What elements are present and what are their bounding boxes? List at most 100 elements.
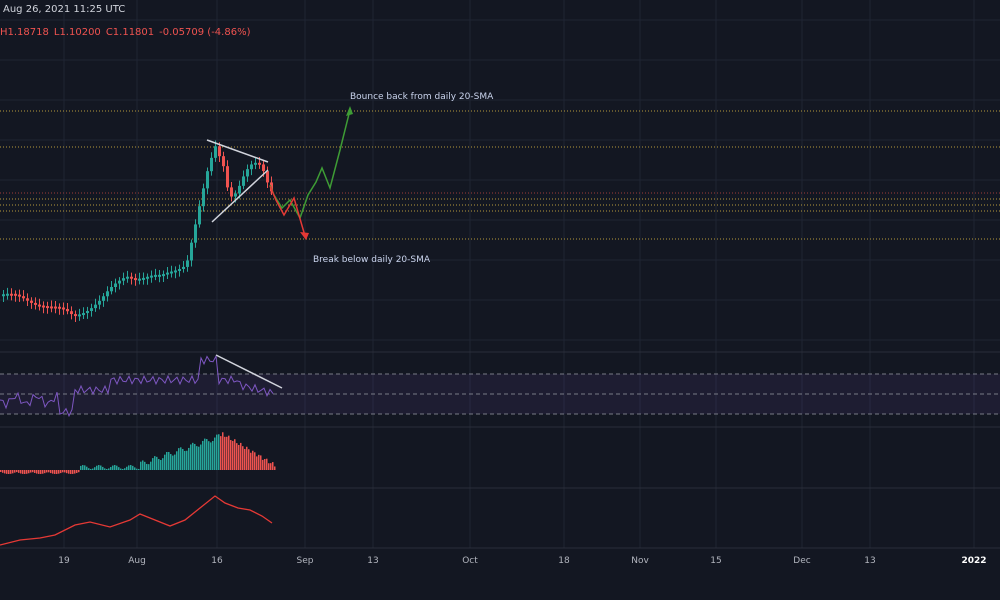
ohlc-close: C1.11801 (105, 27, 155, 38)
candle-body (246, 169, 249, 177)
x-tick-label: 13 (864, 556, 876, 566)
histogram-bar (132, 465, 134, 470)
candle-body (18, 294, 21, 297)
ohlc-low: L1.10200 (53, 27, 101, 38)
histogram-bar (248, 449, 250, 470)
histogram-bar (194, 443, 196, 470)
histogram-bar (58, 470, 60, 474)
histogram-bar (110, 466, 112, 470)
histogram-bar (90, 468, 92, 470)
histogram-bar (64, 470, 66, 473)
histogram-bar (180, 447, 182, 470)
histogram-bar (112, 465, 114, 470)
histogram-bar (14, 470, 16, 473)
histogram-bar (240, 442, 242, 470)
histogram-bar (192, 442, 194, 470)
histogram-bar (172, 455, 174, 470)
histogram-bar (50, 470, 52, 474)
histogram-bar (150, 461, 152, 470)
candle-body (186, 260, 189, 267)
histogram-bar (160, 459, 162, 470)
histogram-bar (142, 460, 144, 470)
histogram-bar (36, 470, 38, 474)
candle-body (146, 276, 149, 279)
candle-body (206, 171, 209, 189)
histogram-bar (250, 452, 252, 470)
histogram-bar (102, 466, 104, 470)
candle-body (178, 269, 181, 272)
histogram-bar (44, 470, 46, 474)
bearish-path (269, 185, 306, 237)
candle-body (154, 274, 157, 277)
histogram-bar (190, 444, 192, 470)
histogram-bar (48, 470, 50, 473)
histogram-bar (246, 446, 248, 470)
histogram-bar (130, 465, 132, 470)
candle-body (114, 283, 117, 288)
histogram-bar (30, 470, 32, 473)
histogram-bar (272, 462, 274, 470)
candle-body (30, 300, 33, 303)
histogram-bar (156, 456, 158, 470)
candle-body (62, 307, 65, 310)
candle-body (150, 275, 153, 278)
histogram-bar (148, 464, 150, 470)
histogram-bar (88, 468, 90, 470)
bullish-arrowhead (346, 106, 353, 116)
candle-body (198, 206, 201, 225)
rsi-panel (0, 354, 1000, 418)
histogram-bar (78, 470, 80, 473)
x-tick-label: 18 (558, 556, 570, 566)
histogram-bar (120, 468, 122, 470)
x-tick-label: 15 (710, 556, 722, 566)
histogram-bar (274, 466, 276, 470)
histogram-bar (264, 458, 266, 470)
histogram-bar (122, 468, 124, 470)
histogram-bar (162, 458, 164, 470)
grid-lines (0, 0, 1000, 548)
histogram-bar (254, 452, 256, 470)
candle-body (218, 146, 221, 157)
histogram-bar (92, 468, 94, 470)
candle-body (82, 313, 85, 316)
candle-body (210, 157, 213, 172)
histogram-bar (256, 456, 258, 470)
histogram-bar (86, 466, 88, 470)
histogram-bar (68, 470, 70, 474)
candle-body (194, 224, 197, 243)
candle-body (126, 276, 129, 279)
candle-body (10, 293, 13, 296)
annotation-bounce: Bounce back from daily 20-SMA (350, 92, 494, 102)
candle-body (22, 296, 25, 299)
histogram-bar (82, 465, 84, 470)
projection-paths (269, 106, 353, 240)
histogram-bar (104, 468, 106, 470)
candle-body (226, 166, 229, 188)
triangle-pattern (206, 139, 269, 223)
histogram-bar (66, 470, 68, 474)
histogram-bar (10, 470, 12, 474)
histogram-bar (218, 434, 220, 470)
histogram-bar (252, 450, 254, 470)
histogram-bar (182, 448, 184, 470)
histogram-bar (206, 439, 208, 470)
candle-body (46, 306, 49, 309)
x-tick-label: 2022 (961, 556, 987, 566)
histogram-bar (56, 470, 58, 474)
bullish-path (269, 109, 351, 220)
histogram-bar (134, 467, 136, 470)
histogram-bar (154, 456, 156, 470)
candle-body (202, 188, 205, 207)
histogram-bar (236, 443, 238, 470)
x-tick-label: Sep (296, 556, 314, 566)
histogram-bar (166, 451, 168, 470)
histogram-bar (136, 468, 138, 470)
candle-body (34, 302, 37, 305)
histogram-bar (6, 470, 8, 474)
ohlc-change: -0.05709 (-4.86%) (159, 27, 251, 38)
histogram-bar (242, 446, 244, 470)
candle-body (182, 266, 185, 270)
candle-body (138, 278, 141, 281)
histogram-bar (174, 454, 176, 470)
